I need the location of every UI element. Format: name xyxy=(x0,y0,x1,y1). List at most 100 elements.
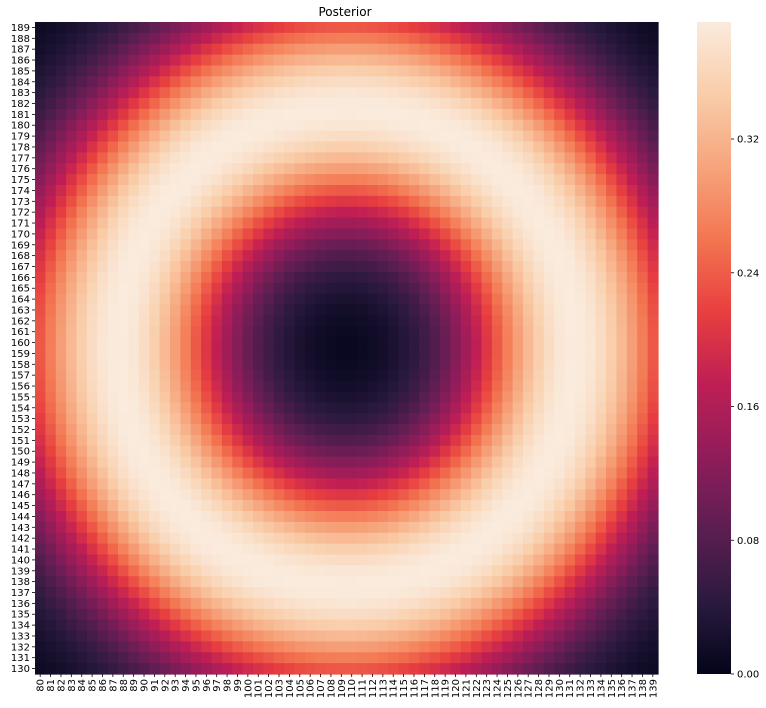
heatmap-cell xyxy=(512,608,524,621)
heatmap-cell xyxy=(118,391,130,403)
heatmap-cell xyxy=(86,22,98,34)
heatmap-cell xyxy=(325,467,337,479)
heatmap-cell xyxy=(76,576,88,588)
heatmap-cell xyxy=(554,185,566,197)
heatmap-cell xyxy=(388,424,400,436)
heatmap-cell xyxy=(118,369,130,382)
heatmap-cell xyxy=(211,250,223,262)
heatmap-cell xyxy=(45,348,57,360)
heatmap-cell xyxy=(626,22,638,34)
heatmap-cell xyxy=(35,543,46,556)
heatmap-cell xyxy=(471,554,483,566)
heatmap-cell xyxy=(439,87,451,99)
heatmap-cell xyxy=(107,152,119,164)
heatmap-cell xyxy=(356,576,368,588)
heatmap-cell xyxy=(201,576,213,588)
heatmap-cell xyxy=(377,293,389,306)
heatmap-cell xyxy=(325,87,337,99)
heatmap-cell xyxy=(149,652,161,664)
heatmap-cell xyxy=(523,587,534,599)
heatmap-cell xyxy=(398,22,410,34)
heatmap-cell xyxy=(45,587,57,599)
heatmap-cell xyxy=(512,554,524,566)
heatmap-cell xyxy=(595,98,607,110)
heatmap-cell xyxy=(284,65,296,77)
heatmap-cell xyxy=(595,434,607,447)
heatmap-cell xyxy=(232,304,244,316)
heatmap-cell xyxy=(221,652,233,664)
heatmap-cell xyxy=(97,119,109,132)
heatmap-cell xyxy=(169,261,181,273)
heatmap-cell xyxy=(346,98,358,110)
heatmap-cell xyxy=(626,532,638,545)
heatmap-cell xyxy=(35,43,46,56)
heatmap-cell xyxy=(97,478,109,490)
heatmap-cell xyxy=(637,282,649,295)
heatmap-cell xyxy=(398,445,410,458)
heatmap-cell xyxy=(232,511,244,523)
heatmap-cell xyxy=(388,663,400,675)
heatmap-cell xyxy=(55,391,67,403)
heatmap-cell xyxy=(325,304,337,316)
heatmap-cell xyxy=(35,630,46,642)
heatmap-cell xyxy=(637,543,649,556)
heatmap-cell xyxy=(284,87,296,99)
heatmap-cell xyxy=(367,326,379,338)
heatmap-cell xyxy=(491,304,503,316)
heatmap-cell xyxy=(263,467,275,479)
heatmap-cell xyxy=(429,358,441,371)
heatmap-cell xyxy=(346,228,358,240)
heatmap-cell xyxy=(481,293,493,306)
heatmap-cell xyxy=(294,195,306,208)
heatmap-cell xyxy=(356,228,368,240)
heatmap-cell xyxy=(232,43,244,56)
heatmap-cell xyxy=(564,152,576,164)
heatmap-cell xyxy=(128,511,140,523)
heatmap-cell xyxy=(118,315,130,327)
heatmap-cell xyxy=(76,619,88,632)
heatmap-cell xyxy=(439,326,451,338)
heatmap-cell xyxy=(86,380,98,393)
heatmap-cell xyxy=(595,380,607,393)
heatmap-cell xyxy=(45,500,57,512)
heatmap-cell xyxy=(481,206,493,219)
heatmap-cell xyxy=(398,391,410,403)
heatmap-cell xyxy=(564,130,576,143)
heatmap-cell xyxy=(554,445,566,458)
heatmap-cell xyxy=(253,195,265,208)
heatmap-cell xyxy=(66,608,78,621)
heatmap-cell xyxy=(450,282,462,295)
heatmap-cell xyxy=(626,619,638,632)
heatmap-cell xyxy=(481,434,493,447)
heatmap-cell xyxy=(169,358,181,371)
heatmap-cell xyxy=(273,554,285,566)
heatmap-cell xyxy=(55,43,67,56)
x-tick-label: 136 xyxy=(617,679,628,698)
heatmap-cell xyxy=(253,424,265,436)
heatmap-cell xyxy=(523,326,534,338)
heatmap-cell xyxy=(35,271,46,284)
heatmap-cell xyxy=(221,152,233,164)
heatmap-cell xyxy=(471,467,483,479)
heatmap-cell xyxy=(118,467,130,479)
heatmap-cell xyxy=(263,489,275,501)
heatmap-cell xyxy=(356,369,368,382)
heatmap-cell xyxy=(606,619,618,632)
heatmap-cell xyxy=(606,293,618,306)
heatmap-cell xyxy=(595,663,607,675)
heatmap-cell xyxy=(66,22,78,34)
heatmap-cell xyxy=(221,54,233,67)
heatmap-cell xyxy=(159,206,171,219)
heatmap-cell xyxy=(481,32,493,45)
heatmap-cell xyxy=(585,282,597,295)
heatmap-cell xyxy=(76,608,88,621)
heatmap-cell xyxy=(460,185,472,197)
heatmap-cell xyxy=(429,76,441,88)
heatmap-cell xyxy=(294,43,306,56)
heatmap-cell xyxy=(45,98,57,110)
heatmap-cell xyxy=(408,543,420,556)
heatmap-cell xyxy=(626,43,638,56)
heatmap-cell xyxy=(325,195,337,208)
heatmap-cell xyxy=(242,315,254,327)
heatmap-cell xyxy=(481,456,493,469)
